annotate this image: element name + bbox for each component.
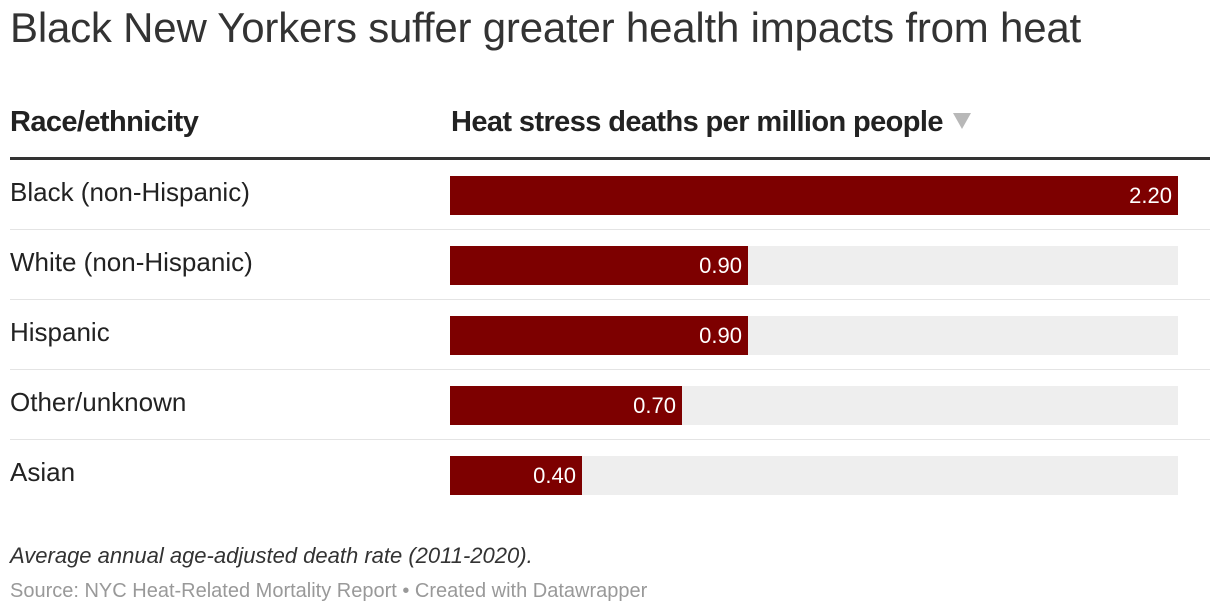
- table-row: Other/unknown 0.70: [10, 370, 1210, 440]
- row-divider: [10, 229, 1210, 230]
- category-label: Black (non-Hispanic): [10, 177, 250, 207]
- table-row: Black (non-Hispanic) 2.20: [10, 160, 1210, 230]
- bar: [450, 386, 682, 425]
- category-label: Asian: [10, 457, 76, 487]
- bar-value-label: 0.90: [699, 323, 742, 348]
- chart-note: Average annual age-adjusted death rate (…: [10, 543, 533, 568]
- bar: [450, 316, 748, 355]
- chart-source: Source: NYC Heat-Related Mortality Repor…: [10, 580, 648, 602]
- bar: [450, 456, 582, 495]
- bar-value-label: 0.70: [633, 393, 676, 418]
- bar-track: 0.90: [450, 246, 1178, 285]
- bar-track: 0.90: [450, 316, 1178, 355]
- bar-track: 0.70: [450, 386, 1178, 425]
- row-divider: [10, 369, 1210, 370]
- bar-value-label: 0.90: [699, 253, 742, 278]
- row-divider: [10, 439, 1210, 440]
- chart-title: Black New Yorkers suffer greater health …: [10, 4, 1082, 51]
- column-header-race: Race/ethnicity: [10, 106, 199, 138]
- column-header-rate-label: Heat stress deaths per million people: [451, 106, 944, 138]
- table-row: Hispanic 0.90: [10, 300, 1210, 370]
- column-header-rate[interactable]: Heat stress deaths per million people: [451, 106, 971, 139]
- header-divider: [10, 157, 1210, 160]
- bar-track: 0.40: [450, 456, 1178, 495]
- table-row: Asian 0.40: [10, 440, 1210, 510]
- row-divider: [10, 299, 1210, 300]
- sort-descending-icon[interactable]: [952, 113, 971, 130]
- bar: [450, 246, 748, 285]
- category-label: Hispanic: [10, 317, 110, 347]
- category-label: White (non-Hispanic): [10, 247, 253, 277]
- table-row: White (non-Hispanic) 0.90: [10, 230, 1210, 300]
- bar: [450, 176, 1178, 215]
- bar-track: 2.20: [450, 176, 1178, 215]
- bar-value-label: 0.40: [533, 463, 576, 488]
- bar-value-label: 2.20: [1129, 183, 1172, 208]
- category-label: Other/unknown: [10, 387, 187, 417]
